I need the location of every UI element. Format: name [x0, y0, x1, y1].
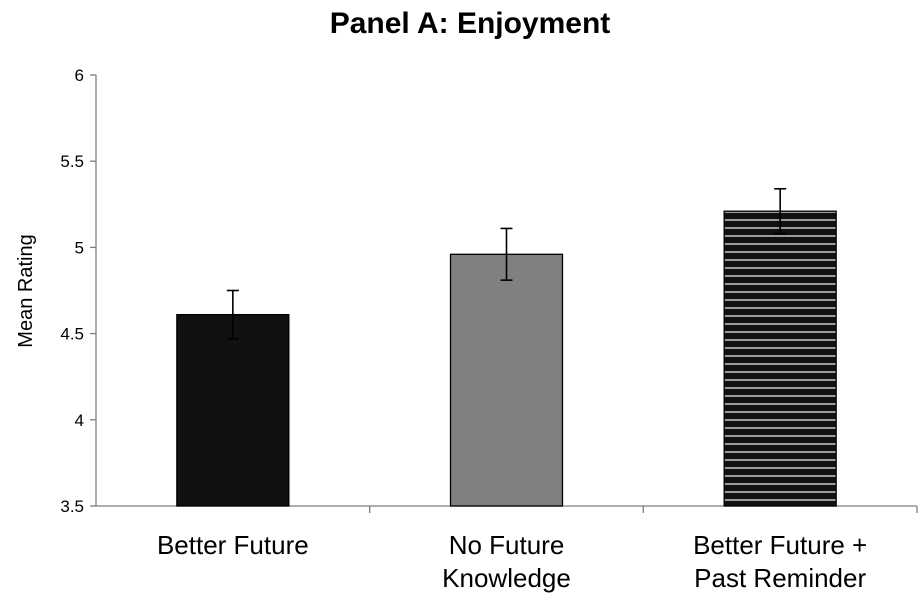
error-bars-group	[226, 187, 787, 340]
x-category-label: Better Future +	[693, 530, 867, 560]
x-category-label: Knowledge	[442, 563, 571, 593]
bar	[176, 313, 290, 507]
ticks-group: 3.5 4 4.5 5 5.5 6 Better Future No FutureKnowle…	[60, 66, 918, 593]
chart-title: Panel A: Enjoyment	[330, 7, 611, 40]
y-tick-label: 4	[75, 411, 84, 430]
y-tick-label: 5	[75, 238, 84, 257]
y-tick-label: 5.5	[60, 152, 84, 171]
y-tick-label: 3.5	[60, 497, 84, 516]
bars-group	[176, 210, 837, 507]
x-category-label: No Future	[449, 530, 565, 560]
y-axis-label: Mean Rating	[15, 234, 37, 347]
y-tick-label: 4.5	[60, 325, 84, 344]
x-category-label: Better Future	[157, 530, 309, 560]
y-tick-label: 6	[75, 66, 84, 85]
bar	[723, 210, 837, 507]
x-category-label: Past Reminder	[694, 563, 866, 593]
bar	[449, 253, 564, 507]
